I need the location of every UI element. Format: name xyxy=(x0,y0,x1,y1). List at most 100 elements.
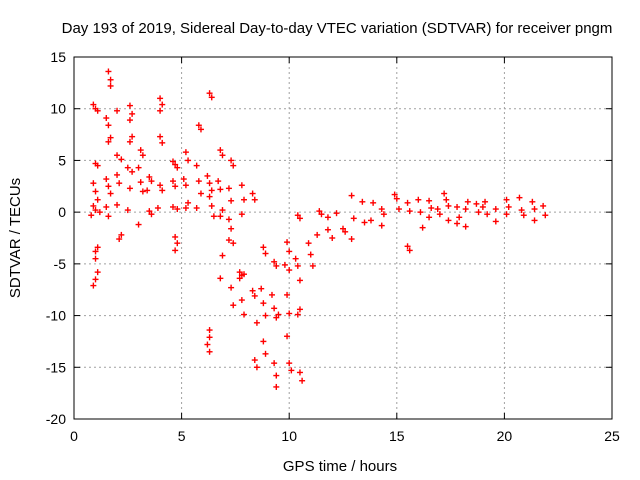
data-point xyxy=(228,284,235,291)
data-point xyxy=(174,206,181,213)
data-point xyxy=(359,198,366,205)
data-point xyxy=(238,211,245,218)
data-point xyxy=(249,190,256,197)
x-tick-label: 5 xyxy=(178,428,186,444)
data-point xyxy=(195,178,202,185)
data-point xyxy=(378,206,385,213)
data-point xyxy=(228,197,235,204)
data-point xyxy=(520,212,527,219)
data-point xyxy=(482,198,489,205)
data-point xyxy=(275,311,282,318)
data-point xyxy=(107,190,114,197)
data-point xyxy=(114,152,121,159)
data-point xyxy=(309,262,316,269)
data-point xyxy=(114,107,121,114)
data-point xyxy=(94,162,101,169)
data-point xyxy=(314,231,321,238)
data-point xyxy=(531,217,538,224)
data-point xyxy=(90,101,97,108)
data-point xyxy=(441,190,448,197)
data-point xyxy=(169,203,176,210)
data-point xyxy=(208,202,215,209)
data-point xyxy=(217,147,224,154)
data-point xyxy=(124,207,131,214)
data-point xyxy=(103,115,110,122)
data-point xyxy=(273,383,280,390)
data-point xyxy=(92,276,99,283)
data-point xyxy=(367,217,374,224)
data-point xyxy=(114,171,121,178)
data-point xyxy=(225,185,232,192)
data-point xyxy=(169,158,176,165)
data-point xyxy=(260,244,267,251)
data-point xyxy=(241,311,248,318)
data-point xyxy=(94,244,101,251)
data-point xyxy=(217,213,224,220)
data-point xyxy=(296,215,303,222)
data-point xyxy=(236,269,243,276)
data-point xyxy=(540,202,547,209)
data-point xyxy=(271,258,278,265)
data-point xyxy=(329,235,336,241)
data-point xyxy=(380,211,387,218)
data-point xyxy=(316,208,323,215)
data-point xyxy=(169,178,176,185)
data-point xyxy=(236,275,243,282)
data-point xyxy=(105,122,112,129)
data-point xyxy=(159,139,166,146)
data-point xyxy=(107,82,114,89)
data-point xyxy=(185,157,192,164)
data-point xyxy=(193,162,200,169)
data-point xyxy=(182,182,189,189)
data-point xyxy=(135,221,142,228)
data-point xyxy=(294,262,301,269)
data-point xyxy=(281,261,288,268)
data-point xyxy=(529,198,536,205)
data-point xyxy=(180,176,187,183)
data-point xyxy=(492,206,499,213)
data-point xyxy=(126,138,133,145)
data-point xyxy=(94,196,101,203)
data-point xyxy=(426,214,433,221)
data-point xyxy=(462,206,469,213)
data-point xyxy=(193,205,200,212)
data-point xyxy=(225,216,232,223)
data-point xyxy=(419,224,426,231)
data-point xyxy=(195,122,202,129)
data-point xyxy=(456,214,463,221)
data-point xyxy=(172,161,179,168)
data-point xyxy=(284,333,291,340)
data-point xyxy=(445,217,452,224)
data-point xyxy=(361,219,368,226)
data-point xyxy=(462,223,469,230)
data-point xyxy=(503,211,510,218)
data-point xyxy=(286,310,293,317)
data-point xyxy=(251,357,258,364)
y-tick-label: -20 xyxy=(46,411,66,427)
data-point xyxy=(148,211,155,218)
data-points xyxy=(88,68,549,390)
data-point xyxy=(262,312,269,319)
data-point xyxy=(542,212,549,219)
data-point xyxy=(417,209,424,216)
data-point xyxy=(391,191,398,198)
data-point xyxy=(271,360,278,367)
data-point xyxy=(473,200,480,207)
data-point xyxy=(406,208,413,215)
data-point xyxy=(137,179,144,186)
data-point xyxy=(492,218,499,225)
data-point xyxy=(241,196,248,203)
data-point xyxy=(299,377,306,384)
data-point xyxy=(208,187,215,194)
data-point xyxy=(159,101,166,108)
data-point xyxy=(107,76,114,83)
data-point xyxy=(434,206,441,213)
data-point xyxy=(484,211,491,218)
data-point xyxy=(94,107,101,114)
data-point xyxy=(260,338,267,345)
data-point xyxy=(204,341,211,348)
data-point xyxy=(318,211,325,218)
data-point xyxy=(333,210,340,217)
data-point xyxy=(350,215,357,222)
data-point xyxy=(210,213,217,220)
